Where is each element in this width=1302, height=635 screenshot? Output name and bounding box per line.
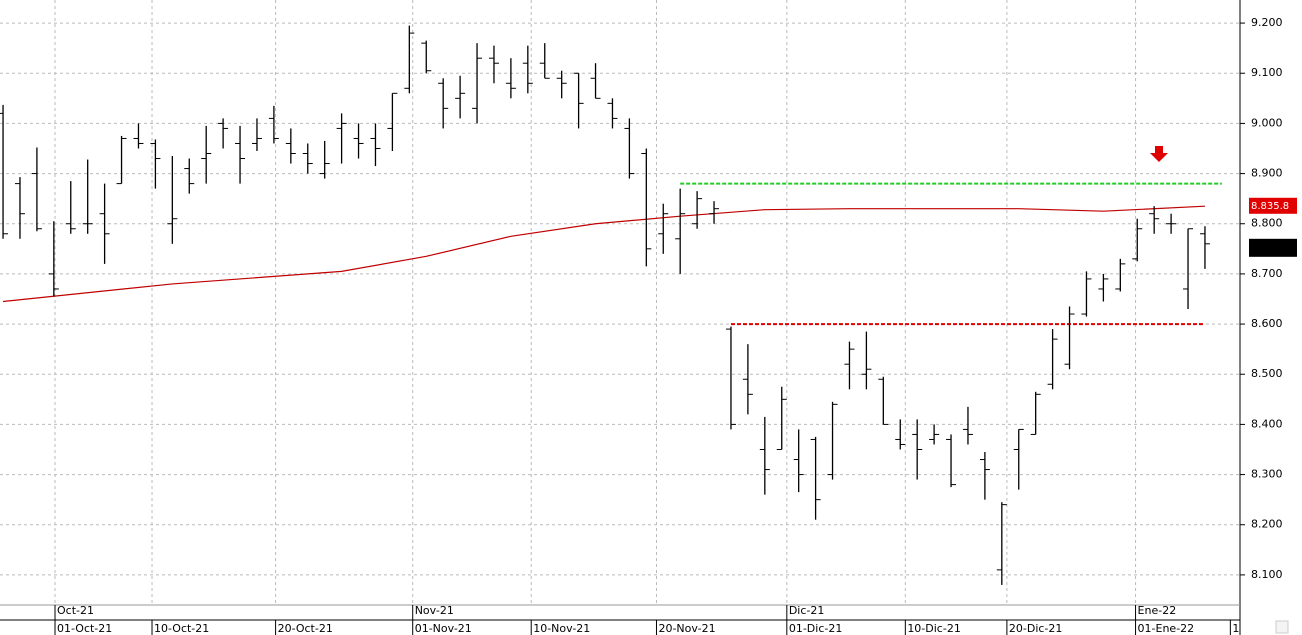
corner-icon (1275, 620, 1289, 634)
y-tick-label: 8.400 (1251, 417, 1283, 430)
x-tick-label: 20-Oct-21 (278, 622, 333, 635)
x-tick-label: 10-Nov-21 (533, 622, 590, 635)
month-label: Nov-21 (415, 604, 454, 617)
y-tick-label: 8.300 (1251, 468, 1283, 481)
x-tick-label: 01-Oct-21 (57, 622, 112, 635)
x-tick-label: 10-Dic-21 (907, 622, 961, 635)
month-label: Ene-22 (1138, 604, 1177, 617)
x-tick-label: 01-Nov-21 (415, 622, 472, 635)
x-tick-label: 10-Oct-21 (154, 622, 209, 635)
y-tick-label: 8.700 (1251, 267, 1283, 280)
y-tick-label: 8.900 (1251, 167, 1283, 180)
y-tick-label: 8.200 (1251, 518, 1283, 531)
y-tick-label: 8.500 (1251, 367, 1283, 380)
y-tick-label: 9.100 (1251, 66, 1283, 79)
y-tick-label: 8.600 (1251, 317, 1283, 330)
last-price-box (1249, 238, 1297, 257)
x-tick-label: 20-Nov-21 (658, 622, 715, 635)
x-tick-label: 1 (1232, 622, 1239, 635)
moving-average (2, 205, 1205, 303)
price-label: 8.835.8 (1251, 201, 1289, 212)
y-tick-label: 8.800 (1251, 217, 1283, 230)
x-tick-label: 01-Ene-22 (1138, 622, 1195, 635)
y-tick-label: 9.000 (1251, 116, 1283, 129)
month-label: Oct-21 (57, 604, 94, 617)
month-label: Dic-21 (789, 604, 825, 617)
x-tick-label: 01-Dic-21 (789, 622, 843, 635)
y-tick-label: 9.200 (1251, 16, 1283, 29)
price-label-box (1249, 197, 1297, 214)
x-tick-label: 20-Dic-21 (1009, 622, 1063, 635)
signal-arrow (1150, 146, 1168, 162)
y-tick-label: 8.100 (1251, 568, 1283, 581)
